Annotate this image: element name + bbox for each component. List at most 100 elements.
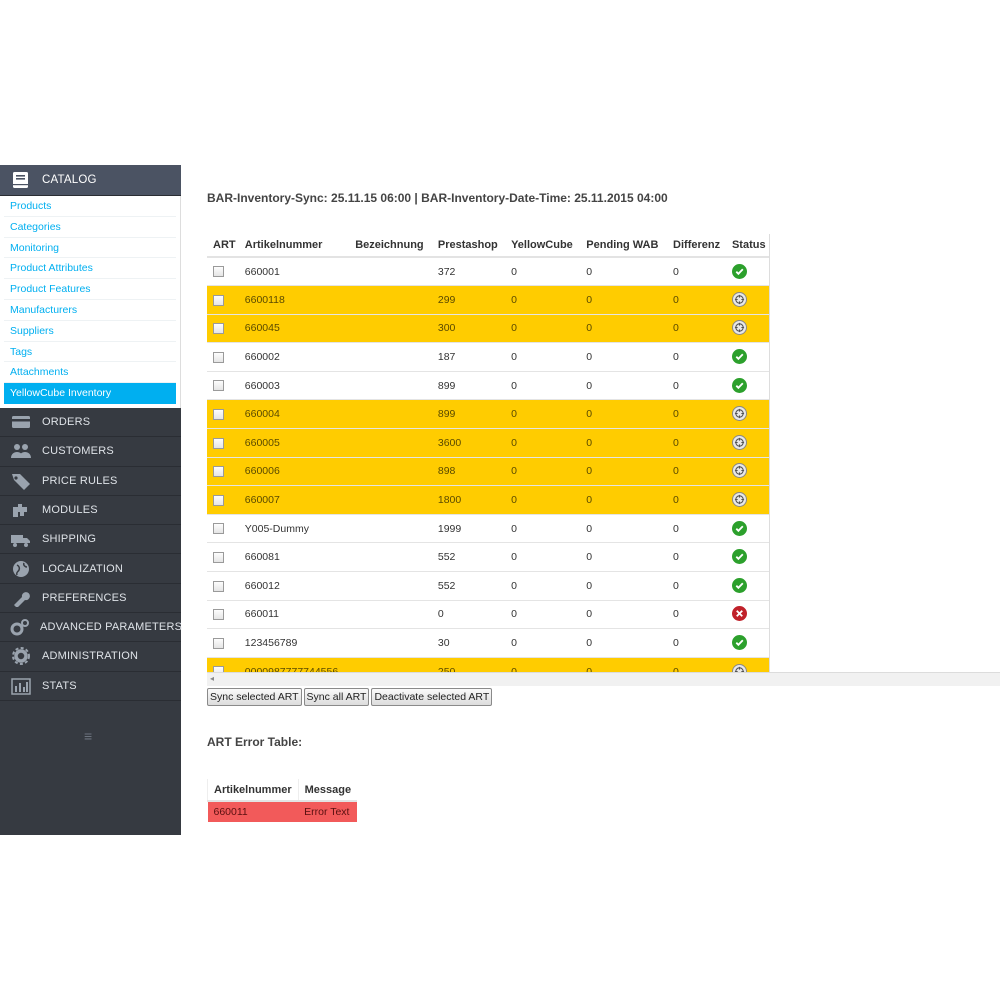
sync-selected-button[interactable]: Sync selected ART <box>207 688 302 706</box>
deactivate-selected-button[interactable]: Deactivate selected ART <box>371 688 493 706</box>
nav-customers[interactable]: CUSTOMERS <box>0 437 181 467</box>
row-select-checkbox[interactable] <box>213 666 224 672</box>
status-pending-icon <box>731 406 747 422</box>
row-select-checkbox[interactable] <box>213 466 224 478</box>
row-select-checkbox[interactable] <box>213 408 224 420</box>
prestashop-cell: 3600 <box>431 428 506 458</box>
pending-wab-cell: 0 <box>580 285 668 315</box>
sidebar-item-yellowcube-inventory[interactable]: YellowCube Inventory <box>4 383 176 404</box>
error-row: 660011 Error Text <box>207 801 358 822</box>
status-ok-icon <box>731 349 747 365</box>
inventory-table-header: ART Artikelnummer Bezeichnung Prestashop Yel… <box>207 234 769 258</box>
row-select-checkbox[interactable] <box>213 637 224 649</box>
sidebar-item-tags[interactable]: Tags <box>4 342 176 363</box>
column-header-bezeichnung[interactable]: Bezeichnung <box>349 234 432 258</box>
row-select-checkbox[interactable] <box>213 380 224 392</box>
row-select-checkbox[interactable] <box>213 523 224 535</box>
row-select-checkbox[interactable] <box>213 551 224 563</box>
sync-all-button[interactable]: Sync all ART <box>303 688 370 706</box>
status-cell <box>725 542 769 573</box>
nav-orders-label: ORDERS <box>42 416 91 429</box>
bezeichnung-cell <box>349 314 432 344</box>
sidebar-item-manufacturers[interactable]: Manufacturers <box>4 300 176 321</box>
column-header-yellowcube[interactable]: YellowCube <box>505 234 581 258</box>
column-header-artikelnummer[interactable]: Artikelnummer <box>238 234 350 258</box>
pending-wab-cell: 0 <box>580 542 668 573</box>
catalog-submenu: Products Categories Monitoring Product Attr… <box>0 196 181 408</box>
status-ok-icon <box>731 577 747 593</box>
yellowcube-cell: 0 <box>505 628 581 658</box>
sidebar-item-monitoring[interactable]: Monitoring <box>4 238 176 259</box>
column-header-art[interactable]: ART <box>207 234 239 258</box>
prestashop-cell: 250 <box>431 657 506 672</box>
yellowcube-cell: 0 <box>505 485 581 515</box>
status-ok-icon <box>731 520 747 536</box>
bezeichnung-cell <box>349 485 432 515</box>
prestashop-cell: 899 <box>431 399 506 430</box>
column-header-status[interactable]: Status <box>725 234 769 258</box>
artikelnummer-cell: 660006 <box>238 457 350 487</box>
yellowcube-cell: 0 <box>505 257 581 287</box>
row-select-cell <box>207 514 239 544</box>
sidebar-item-attachments[interactable]: Attachments <box>4 362 176 384</box>
prestashop-cell: 299 <box>431 285 506 315</box>
nav-orders[interactable]: ORDERS <box>0 407 181 438</box>
table-row: Y005-Dummy 1999 0 0 0 <box>207 514 769 544</box>
nav-preferences[interactable]: PREFERENCES <box>0 583 181 614</box>
pending-wab-cell: 0 <box>580 485 668 515</box>
nav-advanced-parameters[interactable]: ADVANCED PARAMETERS <box>0 613 182 643</box>
sidebar-item-products[interactable]: Products <box>4 196 176 217</box>
table-row: 660006 898 0 0 0 <box>207 457 769 487</box>
row-select-checkbox[interactable] <box>213 494 224 506</box>
table-row: 123456789 30 0 0 0 <box>207 628 769 658</box>
nav-shipping-label: SHIPPING <box>42 533 97 546</box>
nav-shipping[interactable]: SHIPPING <box>0 525 181 555</box>
row-select-checkbox[interactable] <box>213 351 224 363</box>
yellowcube-cell: 0 <box>505 371 581 401</box>
row-select-checkbox[interactable] <box>213 294 224 306</box>
bezeichnung-cell <box>349 285 432 315</box>
sidebar-item-product-attributes[interactable]: Product Attributes <box>4 258 176 280</box>
differenz-cell: 0 <box>667 314 726 344</box>
bezeichnung-cell <box>349 542 432 573</box>
table-row: 660011 0 0 0 0 <box>207 600 769 630</box>
row-select-cell <box>207 371 239 401</box>
status-cell <box>725 571 769 601</box>
sidebar-item-product-features[interactable]: Product Features <box>4 279 176 300</box>
price-rules-icon <box>9 471 33 491</box>
row-select-cell <box>207 285 239 315</box>
column-header-differenz[interactable]: Differenz <box>667 234 726 258</box>
pending-wab-cell: 0 <box>580 657 668 672</box>
sidebar-item-suppliers[interactable]: Suppliers <box>4 321 176 342</box>
row-select-checkbox[interactable] <box>213 266 224 278</box>
error-message-cell: Error Text <box>298 801 358 822</box>
differenz-cell: 0 <box>667 399 726 430</box>
status-ok-icon <box>731 549 747 565</box>
row-select-checkbox[interactable] <box>213 323 224 335</box>
nav-catalog-label: CATALOG <box>42 174 97 186</box>
nav-price-rules[interactable]: PRICE RULES <box>0 466 181 496</box>
collapse-menu-icon[interactable]: ≡ <box>84 728 93 744</box>
nav-localization[interactable]: LOCALIZATION <box>0 554 181 584</box>
status-pending-icon <box>731 291 747 307</box>
artikelnummer-cell: 0000987777744556 <box>238 657 350 672</box>
row-select-cell <box>207 428 239 458</box>
row-select-checkbox[interactable] <box>213 609 224 621</box>
column-header-pending-wab[interactable]: Pending WAB <box>580 234 668 258</box>
nav-catalog[interactable]: CATALOG <box>0 165 181 196</box>
differenz-cell: 0 <box>667 371 726 401</box>
nav-administration[interactable]: ADMINISTRATION <box>0 642 181 672</box>
row-select-cell <box>207 457 239 487</box>
nav-stats[interactable]: STATS <box>0 671 181 701</box>
horizontal-scrollbar[interactable]: ◂ <box>207 672 1000 686</box>
row-select-checkbox[interactable] <box>213 580 224 592</box>
row-select-checkbox[interactable] <box>213 437 224 449</box>
nav-modules-label: MODULES <box>42 504 98 516</box>
sidebar-item-categories[interactable]: Categories <box>4 217 176 238</box>
row-select-cell <box>207 571 239 601</box>
nav-modules[interactable]: MODULES <box>0 495 181 526</box>
scroll-left-icon[interactable]: ◂ <box>210 674 215 683</box>
pending-wab-cell: 0 <box>580 428 668 458</box>
column-header-prestashop[interactable]: Prestashop <box>431 234 506 258</box>
artikelnummer-cell: 660005 <box>238 428 350 458</box>
